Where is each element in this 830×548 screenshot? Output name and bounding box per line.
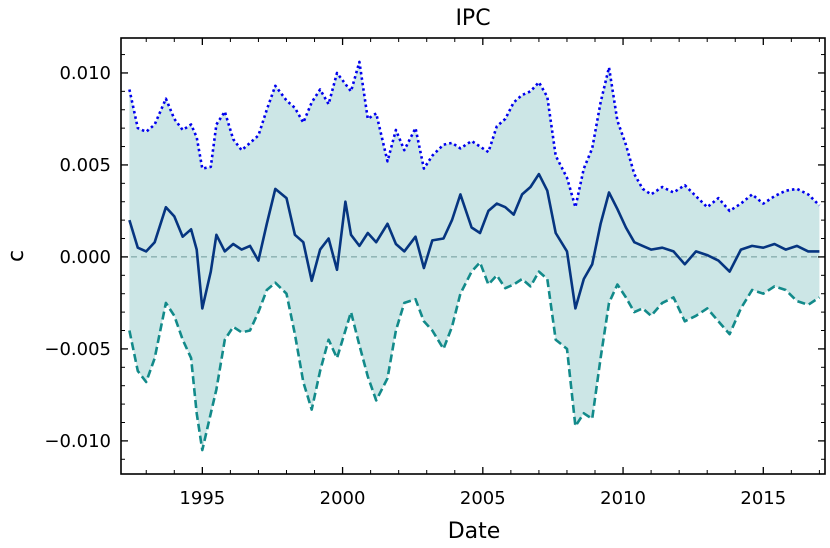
confidence-band (129, 61, 820, 451)
upper-bound-line (128, 60, 821, 213)
x-tick-label: 1995 (179, 488, 225, 509)
x-axis-ticks: 1995 2000 2005 2010 2015 (145, 38, 820, 509)
plot-area (121, 60, 825, 452)
y-tick-label: 0.000 (59, 247, 111, 268)
plot-frame (120, 37, 826, 475)
lower-bound-line (128, 261, 821, 452)
y-axis-ticks: 0.010 0.005 0.000 −0.005 −0.010 (44, 54, 825, 460)
y-axis-label: c (4, 250, 29, 262)
x-tick-label: 2010 (600, 488, 646, 509)
chart-title: IPC (455, 6, 490, 31)
y-tick-label: −0.005 (44, 339, 111, 360)
x-tick-label: 2005 (460, 488, 506, 509)
y-tick-label: −0.010 (44, 431, 111, 452)
x-tick-label: 2015 (740, 488, 786, 509)
series-layer (128, 60, 821, 452)
central-line (128, 172, 820, 310)
y-tick-label: 0.005 (59, 155, 111, 176)
x-axis-label: Date (448, 519, 501, 544)
y-tick-label: 0.010 (59, 63, 111, 84)
x-tick-label: 2000 (320, 488, 366, 509)
